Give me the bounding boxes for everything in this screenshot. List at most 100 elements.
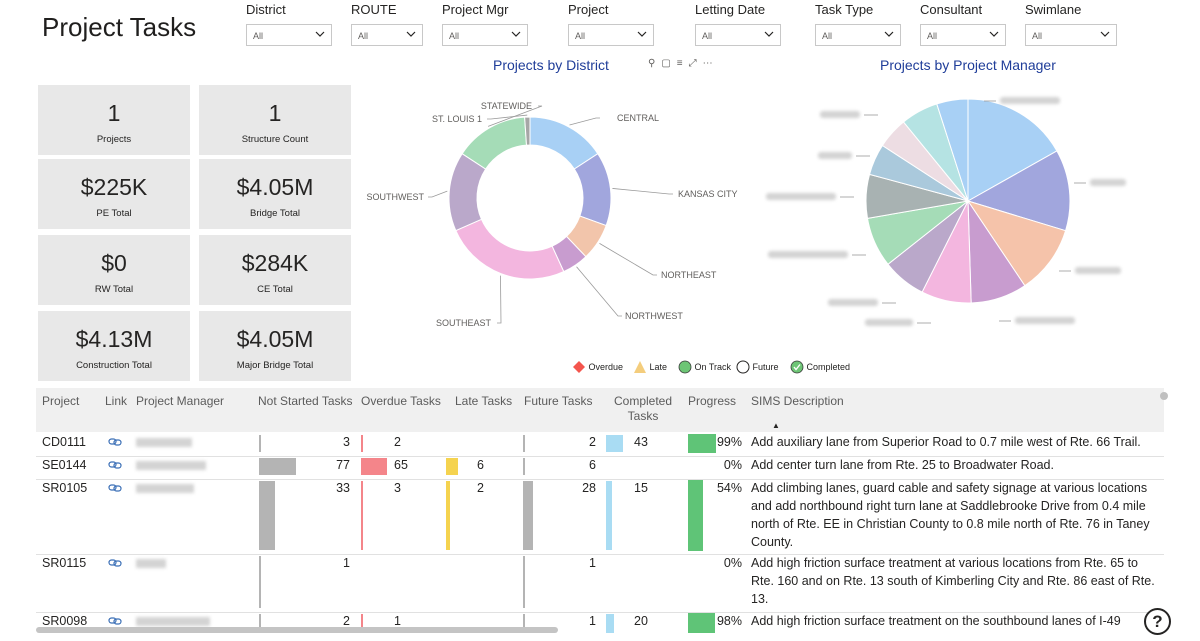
donut-leader-line [612,188,673,195]
chevron-down-icon [637,31,647,37]
link-icon[interactable] [108,460,122,470]
donut-slice-st-louis-1[interactable] [524,116,531,146]
filter-dropdown[interactable]: All [442,24,528,46]
cell-description: Add climbing lanes, guard cable and safe… [751,481,1150,549]
cell-not-started: 77 [336,458,350,472]
donut-label: ST. LOUIS 1 [432,114,482,124]
cell-progress: 99% [716,435,742,449]
kpi-value: 1 [268,100,282,126]
future-bar [523,614,525,633]
col-header-completed[interactable]: Completed Tasks [613,394,673,424]
district-donut-chart[interactable]: CENTRAL KANSAS CITY NORTHEAST NORTHWEST SOUT… [360,85,780,335]
donut-label: SOUTHWEST [367,192,425,202]
chevron-down-icon [884,31,894,37]
col-header-description[interactable]: SIMS Description [751,394,844,408]
pie-slice[interactable] [966,150,1071,232]
pin-icon[interactable]: ⚲ [648,58,662,69]
overdue-bar [361,481,363,550]
filter-value: All [575,31,586,41]
not-started-bar [259,458,296,475]
cell-project[interactable]: SR0098 [42,614,88,628]
manager-pie-chart[interactable] [760,85,1160,340]
sort-ascending-icon[interactable]: ▲ [772,421,780,430]
cell-progress: 0% [723,458,742,472]
donut-leader-line [487,105,543,127]
not-started-bar [259,481,275,550]
col-header-future[interactable]: Future Tasks [524,394,593,408]
filter-dropdown[interactable]: All [1025,24,1117,46]
cell-late: 2 [477,481,484,495]
filter-label: Task Type [815,2,874,17]
donut-leader-line [487,114,528,120]
help-button[interactable]: ? [1144,608,1171,635]
cell-description: Add high friction surface treatment at v… [751,556,1155,606]
pie-slice[interactable] [967,98,1058,202]
legend-item-completed[interactable]: Completed [790,360,850,374]
filter-value: All [927,31,938,41]
col-header-not-started[interactable]: Not Started Tasks [258,394,353,408]
filter-dropdown[interactable]: All [568,24,654,46]
not-started-bar [259,614,261,633]
filter-label: ROUTE [351,2,397,17]
filter-label: Letting Date [695,2,766,17]
legend-item-overdue[interactable]: Overdue [572,360,623,374]
donut-leader-line [599,243,657,276]
filter-dropdown[interactable]: All [695,24,781,46]
kpi-card-projects: 1 Projects [38,85,190,155]
cell-description: Add high friction surface treatment on t… [751,614,1121,628]
visual-header-toolbar[interactable]: ⚲▢≡⤢⋯ [648,58,719,69]
col-header-overdue[interactable]: Overdue Tasks [361,394,441,408]
more-options-icon[interactable]: ⋯ [702,58,719,69]
col-header-late[interactable]: Late Tasks [455,394,513,408]
link-icon[interactable] [108,483,122,493]
cell-overdue: 65 [394,458,408,472]
filter-dropdown[interactable]: All [920,24,1006,46]
legend-item-on-track[interactable]: On Track [678,360,731,374]
legend-circle-icon [678,360,692,374]
filter-value: All [822,31,833,41]
filter-dropdown[interactable]: All [815,24,901,46]
vertical-scrollbar[interactable] [1160,392,1168,400]
col-header-manager[interactable]: Project Manager [136,394,225,408]
col-header-progress[interactable]: Progress [688,394,737,408]
kpi-caption: CE Total [257,284,293,295]
pie-label-redacted [1000,97,1060,104]
filter-dropdown[interactable]: All [351,24,423,46]
copy-icon[interactable]: ▢ [661,58,677,69]
pie-label-redacted [768,251,848,258]
cell-project[interactable]: SR0105 [42,481,88,495]
legend-diamond-icon [573,361,585,373]
legend-check-circle-icon [790,360,804,374]
filter-label: Swimlane [1025,2,1082,17]
cell-overdue: 3 [394,481,401,495]
filter-swimlane: Swimlane All [1025,2,1117,46]
cell-project[interactable]: SE0144 [42,458,87,472]
link-icon[interactable] [108,616,122,626]
horizontal-scrollbar[interactable] [36,627,558,633]
pie-label-redacted [1015,317,1075,324]
col-header-link[interactable]: Link [105,394,128,408]
pie-slice[interactable] [966,200,1067,287]
col-header-project[interactable]: Project [42,394,80,408]
filter-icon[interactable]: ≡ [676,58,689,69]
cell-project[interactable]: SR0115 [42,556,87,570]
pie-slice[interactable] [936,98,969,202]
kpi-card-structure-count: 1 Structure Count [199,85,351,155]
legend-item-late[interactable]: Late [633,360,667,374]
filter-dropdown[interactable]: All [246,24,332,46]
pie-label-redacted [766,193,836,200]
filter-route: ROUTE All [351,2,423,46]
legend-item-future[interactable]: Future [736,360,779,374]
cell-future: 1 [589,556,596,570]
focus-mode-icon[interactable]: ⤢ [688,58,703,69]
cell-project[interactable]: CD0111 [42,435,87,449]
filter-letting-date: Letting Date All [695,2,781,46]
filter-task-type: Task Type All [815,2,901,46]
donut-slice-southeast[interactable] [455,218,565,280]
pie-label-redacted [865,319,913,326]
kpi-caption: Structure Count [241,134,309,145]
link-icon[interactable] [108,437,122,447]
legend-triangle-icon [634,361,646,373]
link-icon[interactable] [108,558,122,568]
